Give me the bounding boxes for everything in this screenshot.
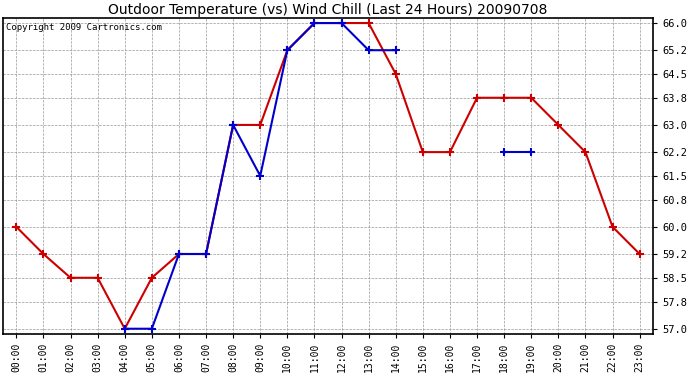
Text: Copyright 2009 Cartronics.com: Copyright 2009 Cartronics.com — [6, 22, 162, 32]
Title: Outdoor Temperature (vs) Wind Chill (Last 24 Hours) 20090708: Outdoor Temperature (vs) Wind Chill (Las… — [108, 3, 548, 17]
